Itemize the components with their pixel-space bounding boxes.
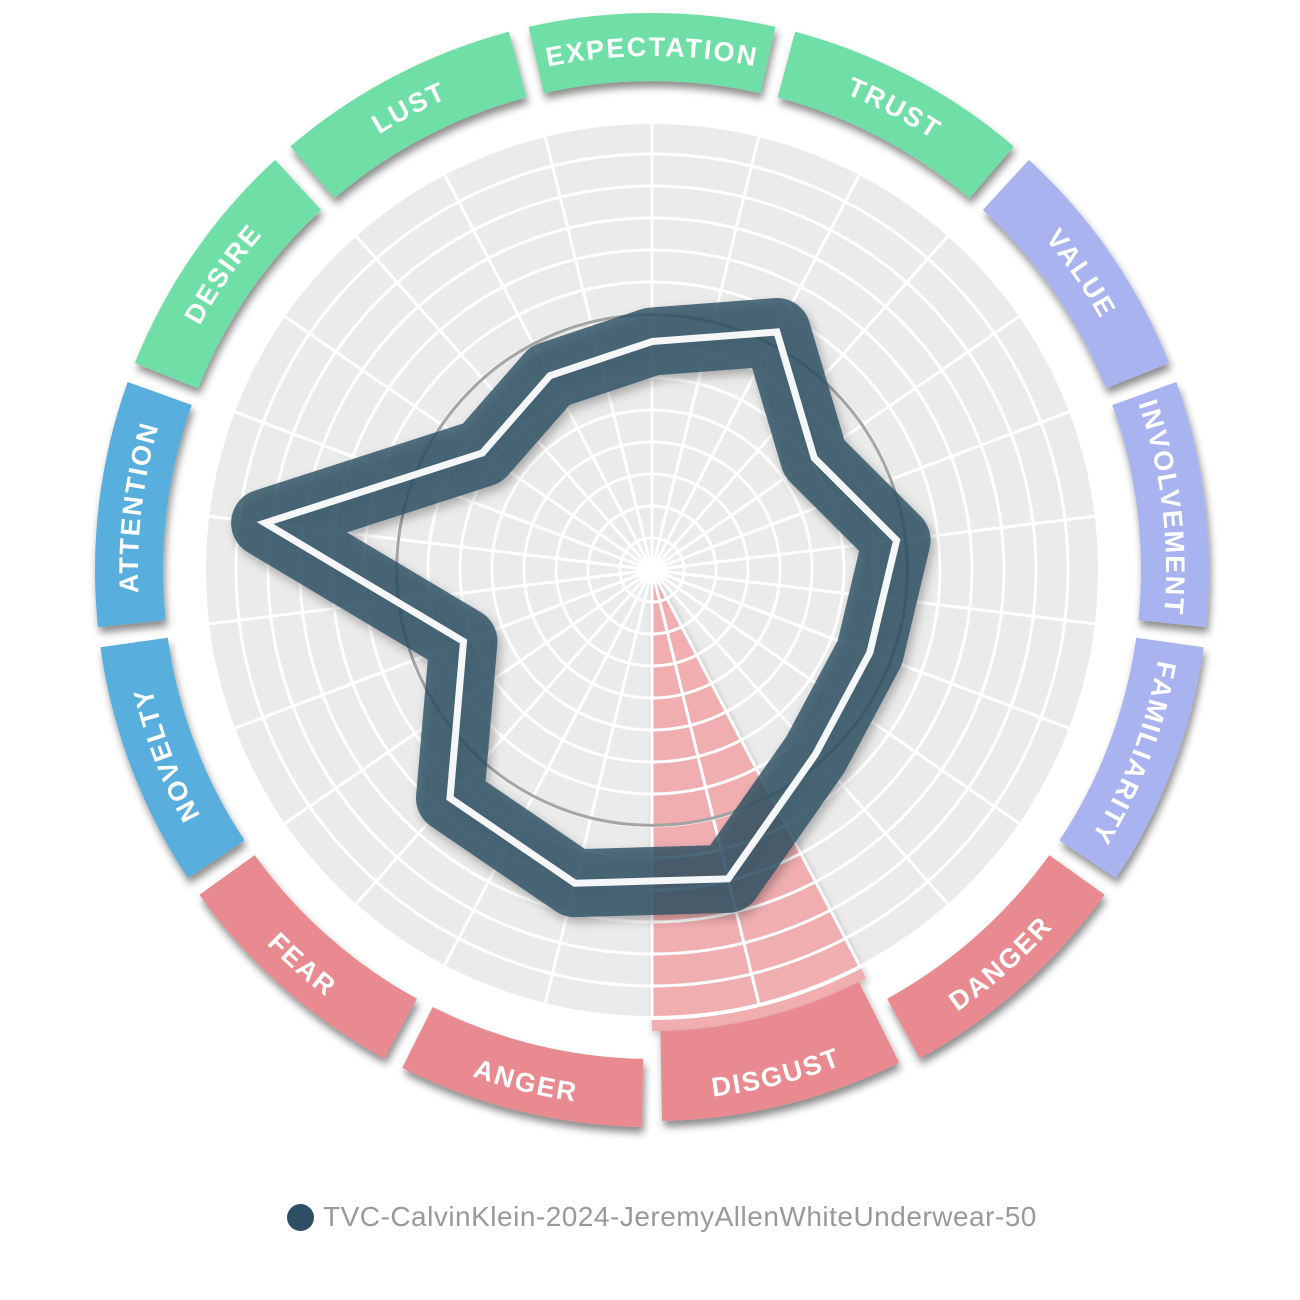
segment-arc[interactable]	[402, 1007, 644, 1127]
segment-expectation[interactable]: EXPECTATION	[528, 12, 776, 94]
segment-arc[interactable]	[982, 159, 1170, 389]
segment-disgust[interactable]: DISGUST	[660, 982, 900, 1121]
grid-spoke	[650, 569, 761, 1006]
series-midline	[256, 328, 901, 887]
segment-lust[interactable]: LUST	[290, 31, 527, 199]
segment-arc[interactable]	[100, 637, 245, 878]
segment-arc[interactable]	[95, 382, 192, 628]
radar-series-TVC-CalvinKlein-2024-JeremyAllenWhiteUnderwear-50	[231, 297, 931, 918]
segment-arc[interactable]	[660, 982, 900, 1121]
segment-novelty[interactable]: NOVELTY	[100, 637, 245, 878]
grid-spoke	[543, 569, 654, 1006]
segment-arc[interactable]	[528, 12, 776, 94]
segment-attention[interactable]: ATTENTION	[95, 382, 192, 628]
segment-anger[interactable]: ANGER	[402, 1007, 644, 1127]
segment-arc[interactable]	[290, 31, 527, 199]
segment-arc[interactable]	[134, 159, 322, 389]
segment-arc[interactable]	[199, 855, 417, 1059]
segment-arc[interactable]	[777, 31, 1014, 199]
grid-spoke	[650, 569, 862, 968]
legend-marker	[287, 1203, 314, 1231]
segment-involvement[interactable]: INVOLVEMENT	[1112, 382, 1209, 628]
segment-arc[interactable]	[1112, 382, 1209, 628]
grid-spoke	[353, 569, 654, 907]
legend-series-name: TVC-CalvinKlein-2024-JeremyAllenWhiteUnd…	[323, 1201, 1037, 1232]
segment-arc[interactable]	[887, 855, 1105, 1059]
segment-arc[interactable]	[1059, 637, 1204, 878]
legend[interactable]: TVC-CalvinKlein-2024-JeremyAllenWhiteUnd…	[287, 1201, 1037, 1233]
grid-spoke	[442, 569, 654, 968]
